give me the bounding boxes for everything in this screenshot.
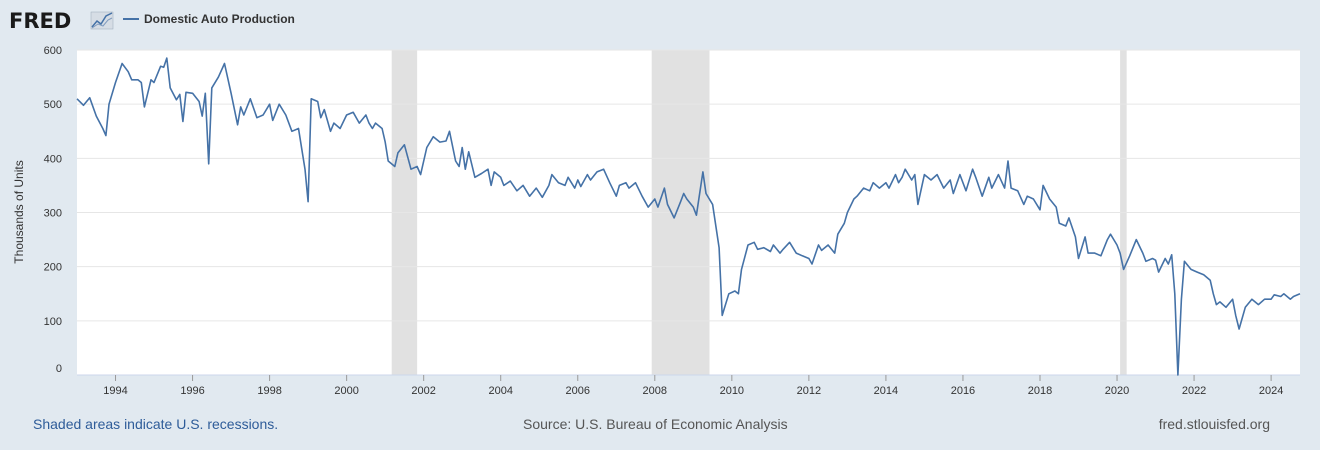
legend: Domestic Auto Production	[123, 12, 295, 26]
y-tick-label: 300	[44, 208, 62, 220]
fred-site-link[interactable]: fred.stlouisfed.org	[1158, 416, 1270, 432]
y-axis-title: Thousands of Units	[12, 160, 26, 263]
y-axis-ticks: 0 100 200 300 400 500 600	[44, 45, 62, 375]
x-tick-label: 2012	[797, 385, 821, 397]
series-line	[76, 57, 1301, 376]
y-tick-label: 400	[44, 153, 62, 165]
x-tick-label: 2020	[1105, 385, 1129, 397]
x-tick-label: 2002	[411, 385, 435, 397]
x-tick-label: 2024	[1259, 385, 1283, 397]
x-axis-ticks: 1994 1996 1998 2000 2002 2004 2006 2008 2010 2012…	[77, 374, 1300, 397]
fred-logo[interactable]: FRED	[9, 9, 114, 33]
series-group	[76, 57, 1301, 376]
x-tick-label: 2000	[334, 385, 358, 397]
recession-note-link[interactable]: Shaded areas indicate U.S. recessions.	[33, 416, 279, 432]
fred-logo-chart-icon	[90, 11, 114, 30]
x-tick-label: 2014	[874, 385, 898, 397]
x-tick-label: 2018	[1028, 385, 1052, 397]
legend-label: Domestic Auto Production	[144, 12, 295, 26]
x-tick-label: 1998	[257, 385, 281, 397]
x-tick-label: 2016	[951, 385, 975, 397]
x-tick-label: 1994	[103, 385, 127, 397]
fred-logo-text: FRED	[9, 9, 71, 33]
y-tick-label: 0	[56, 363, 62, 375]
x-tick-label: 1996	[180, 385, 204, 397]
x-tick-label: 2004	[488, 385, 512, 397]
gridlines	[77, 49, 1300, 322]
x-tick-label: 2010	[720, 385, 744, 397]
x-tick-label: 2022	[1182, 385, 1206, 397]
source-text: Source: U.S. Bureau of Economic Analysis	[523, 416, 788, 432]
x-tick-label: 2006	[566, 385, 590, 397]
y-tick-label: 200	[44, 262, 62, 274]
y-tick-label: 500	[44, 99, 62, 111]
y-tick-label: 100	[44, 316, 62, 328]
y-tick-label: 600	[44, 45, 62, 57]
x-tick-label: 2008	[643, 385, 667, 397]
